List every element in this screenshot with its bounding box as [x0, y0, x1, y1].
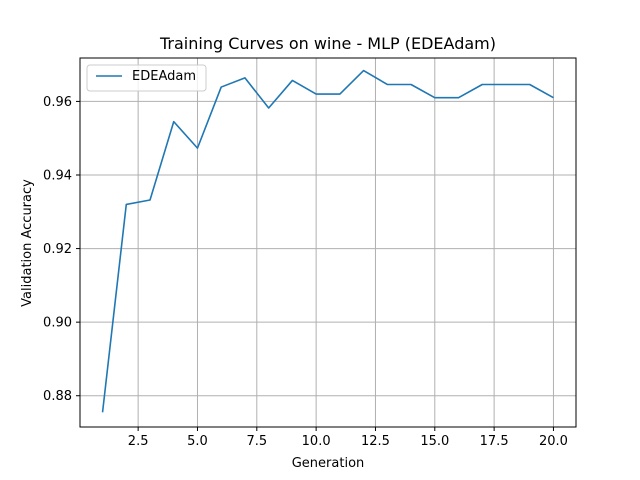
legend-box [86, 64, 207, 92]
y-axis-label: Validation Accuracy [20, 179, 35, 307]
y-axis-ticks: 0.88 0.90 0.92 0.94 0.96 [43, 95, 80, 404]
x-tick-label: 15.0 [420, 434, 449, 449]
x-tick-label: 7.5 [246, 434, 267, 449]
plot-area-background [80, 58, 576, 427]
x-tick-label: 12.5 [361, 434, 390, 449]
y-grid [80, 100, 576, 397]
x-tick-label: 20.0 [539, 434, 568, 449]
y-tick-label: 0.96 [43, 95, 72, 110]
x-tick-label: 17.5 [480, 434, 509, 449]
chart-title: Training Curves on wine - MLP (EDEAdam) [159, 34, 496, 53]
legend-label: EDEAdam [132, 69, 196, 84]
y-tick-label: 0.90 [43, 316, 72, 331]
series-layer [101, 69, 554, 413]
legend: EDEAdam [86, 64, 207, 92]
x-axis-label: Generation [292, 456, 365, 471]
y-tick-label: 0.94 [43, 168, 72, 183]
plot-frame [79, 57, 577, 428]
x-tick-label: 10.0 [302, 434, 331, 449]
series-line-edeadam [101, 69, 554, 413]
x-tick-label: 5.0 [187, 434, 208, 449]
x-axis-ticks: 2.5 5.0 7.5 10.0 12.5 15.0 17.5 20.0 [128, 427, 568, 449]
y-tick-label: 0.92 [43, 242, 72, 257]
y-tick-label: 0.88 [43, 389, 72, 404]
x-grid [137, 58, 554, 427]
x-tick-label: 2.5 [128, 434, 149, 449]
